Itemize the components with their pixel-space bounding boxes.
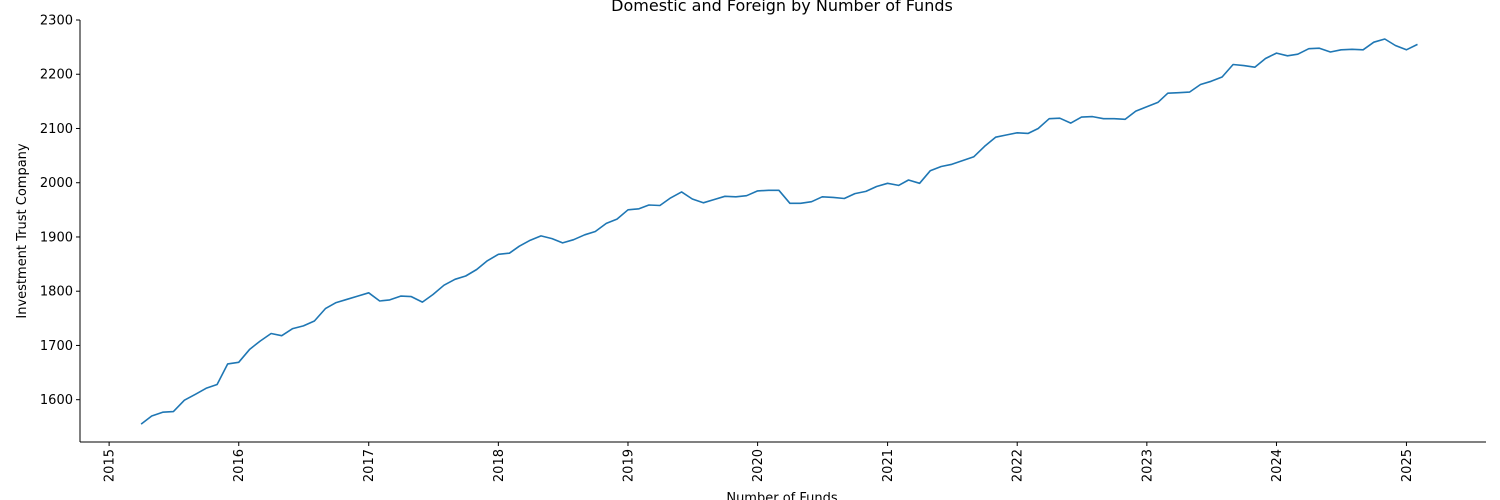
x-axis-title: Number of Funds <box>726 491 838 500</box>
y-tick-label: 1800 <box>40 285 73 300</box>
y-tick-label: 1700 <box>40 339 73 354</box>
x-tick-label: 2022 <box>1011 449 1026 482</box>
x-tick-label: 2021 <box>881 449 896 482</box>
x-tick-label: 2018 <box>492 449 507 482</box>
x-tick-label: 2015 <box>103 449 118 482</box>
x-tick-label: 2020 <box>751 449 766 482</box>
plot-area <box>140 38 1418 425</box>
y-tick-label: 1900 <box>40 230 73 245</box>
x-ticks: 2015 2016 2017 2018 2019 2020 2021 2022 2023 2024… <box>103 442 1415 482</box>
x-tick-label: 2023 <box>1140 449 1155 482</box>
x-tick-label: 2019 <box>621 449 636 482</box>
x-tick-label: 2025 <box>1400 449 1415 482</box>
x-tick-label: 2016 <box>232 449 247 482</box>
y-tick-label: 2300 <box>40 14 73 29</box>
chart-title: Domestic and Foreign by Number of Funds <box>611 0 953 15</box>
y-tick-label: 2200 <box>40 68 73 83</box>
y-axis-title: Investment Trust Company <box>15 143 30 319</box>
x-tick-label: 2024 <box>1270 449 1285 482</box>
y-tick-label: 1600 <box>40 393 73 408</box>
y-tick-label: 2100 <box>40 122 73 137</box>
y-ticks: 1600 1700 1800 1900 2000 2100 2200 2300 <box>40 14 80 408</box>
x-tick-label: 2017 <box>362 449 377 482</box>
series-line-0 <box>140 38 1418 425</box>
y-tick-label: 2000 <box>40 176 73 191</box>
